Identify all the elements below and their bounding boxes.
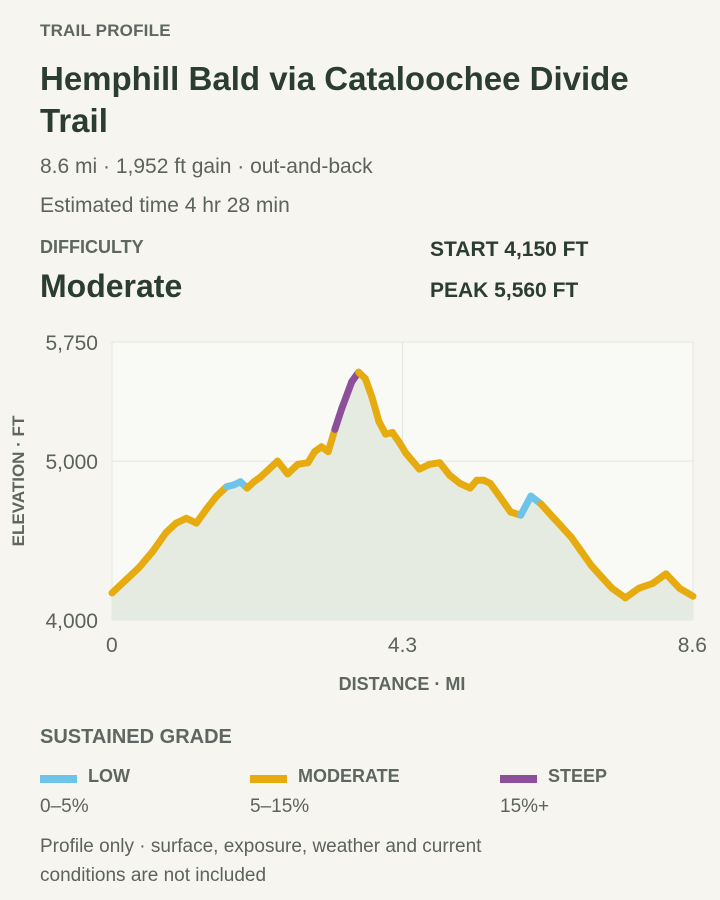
- y-tick-label: 5,750: [45, 332, 98, 355]
- elevation-line: [108, 368, 697, 602]
- start-elevation: START 4,150 FT: [430, 238, 589, 261]
- line-segment-moderate: [149, 529, 170, 556]
- legend-name-steep: STEEP: [548, 766, 608, 786]
- page-title: Hemphill Bald via Cataloochee Divide Tra…: [40, 60, 629, 139]
- legend-swatch-steep: [500, 775, 537, 783]
- legend-swatch-low: [40, 775, 77, 783]
- legend-swatch-moderate: [250, 775, 287, 783]
- footnote: Profile only · surface, exposure, weathe…: [40, 836, 482, 886]
- eyebrow-label: TRAIL PROFILE: [40, 21, 171, 40]
- difficulty-label: DIFFICULTY: [40, 237, 144, 257]
- difficulty-value: Moderate: [40, 268, 183, 304]
- elevation-chart: 4,000 5,000 5,750 0 4.3 8.6 DISTANCE · MI ELE…: [9, 332, 707, 694]
- y-tick-label: 4,000: [45, 610, 98, 633]
- legend-range-moderate: 5–15%: [250, 796, 310, 817]
- legend-range-low: 0–5%: [40, 796, 89, 817]
- legend-range-steep: 15%+: [500, 796, 550, 817]
- line-segment-moderate: [368, 394, 383, 425]
- line-segment-steep: [338, 378, 356, 413]
- trail-meta: 8.6 mi · 1,952 ft gain · out-and-back: [40, 155, 373, 178]
- line-segment-steep: [331, 405, 346, 433]
- elevation-area: [112, 372, 693, 620]
- line-segment-moderate: [676, 584, 697, 600]
- y-axis-label: ELEVATION · FT: [9, 415, 28, 546]
- x-tick-label: 4.3: [388, 634, 417, 657]
- axis-ticks: 4,000 5,000 5,750 0 4.3 8.6: [45, 332, 707, 657]
- line-segment-moderate: [324, 425, 339, 456]
- legend-name-moderate: MODERATE: [298, 766, 400, 786]
- legend-name-low: LOW: [88, 766, 130, 786]
- x-axis-label: DISTANCE · MI: [339, 674, 466, 694]
- y-tick-label: 5,000: [45, 451, 98, 474]
- line-segment-low: [517, 492, 535, 519]
- legend-title: SUSTAINED GRADE: [40, 726, 232, 748]
- x-tick-label: 8.6: [678, 634, 707, 657]
- x-tick-label: 0: [106, 634, 118, 657]
- peak-elevation: PEAK 5,560 FT: [430, 279, 579, 302]
- estimated-time: Estimated time 4 hr 28 min: [40, 194, 290, 217]
